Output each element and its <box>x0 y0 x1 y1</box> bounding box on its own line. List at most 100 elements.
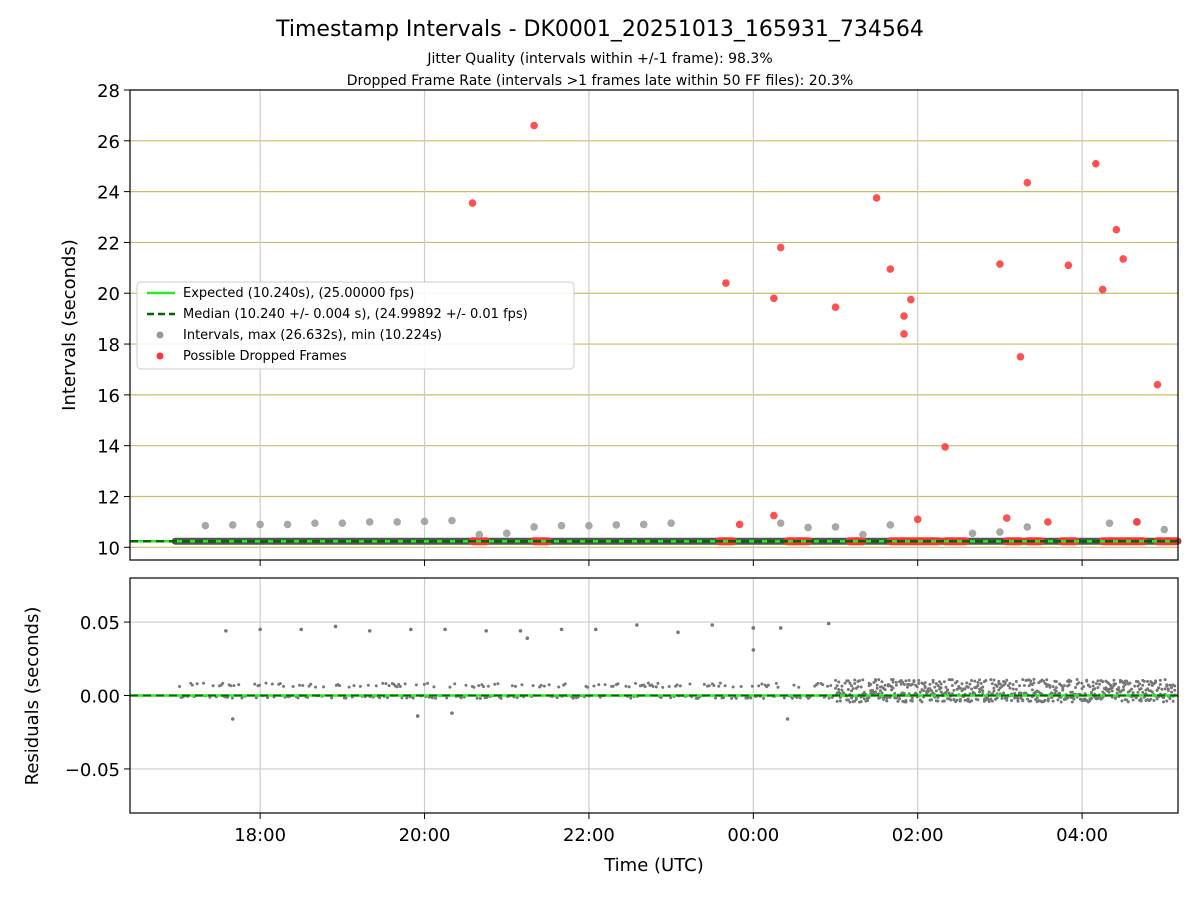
residual-point <box>949 698 953 702</box>
residual-outlier <box>826 621 831 626</box>
residual-point <box>1130 687 1134 691</box>
residual-point <box>1075 677 1079 681</box>
interval-point <box>667 519 675 527</box>
residual-point <box>1165 699 1169 703</box>
residual-point <box>1050 691 1054 695</box>
residual-point <box>1005 698 1009 702</box>
residual-point <box>270 682 274 686</box>
residual-point <box>749 696 753 700</box>
residual-point <box>910 696 914 700</box>
legend-median: Median (10.240 +/- 0.004 s), (24.99892 +… <box>183 307 528 322</box>
residual-outlier <box>525 636 530 641</box>
residual-point <box>762 696 766 700</box>
residual-point <box>624 684 628 688</box>
residual-point <box>870 688 874 692</box>
residual-point <box>464 683 468 687</box>
residual-point <box>1170 690 1174 694</box>
residual-point <box>976 683 980 687</box>
legend-dropped-swatch <box>156 352 164 360</box>
residual-point <box>939 690 943 694</box>
interval-point <box>365 518 374 526</box>
residual-point <box>338 684 342 688</box>
residual-point <box>195 682 199 686</box>
residual-point <box>714 696 718 700</box>
residual-outlier <box>710 623 715 627</box>
residual-point <box>190 683 194 687</box>
residual-point <box>1061 686 1065 690</box>
residual-point <box>1155 697 1159 701</box>
residual-point <box>931 680 935 684</box>
residual-point <box>992 686 996 690</box>
residual-point <box>1008 681 1012 685</box>
residual-point <box>910 682 914 686</box>
residual-point <box>917 681 921 685</box>
residual-point <box>984 679 988 683</box>
residual-point <box>1069 679 1073 683</box>
residual-point <box>403 682 407 686</box>
residual-point <box>947 691 951 695</box>
dropped-point <box>872 194 881 202</box>
y-axis-label-residuals: Residuals (seconds) <box>22 607 43 786</box>
residual-point <box>1074 686 1078 690</box>
dropped-point <box>722 279 730 287</box>
residual-point <box>1154 681 1158 685</box>
residual-point <box>966 685 970 689</box>
residual-point <box>1022 683 1026 687</box>
residual-point <box>1091 680 1095 684</box>
residual-point <box>850 689 854 693</box>
residual-point <box>555 696 559 700</box>
residual-point <box>992 678 996 682</box>
residual-point <box>874 678 878 682</box>
residual-point <box>835 699 839 703</box>
residual-point <box>869 682 873 686</box>
residual-point <box>1051 699 1055 703</box>
tick-label-y: 26 <box>97 132 120 153</box>
interval-point <box>639 520 648 529</box>
residual-point <box>1013 691 1017 695</box>
interval-point <box>311 519 319 527</box>
residual-point <box>963 687 967 691</box>
residual-point <box>966 697 970 701</box>
residual-point <box>891 686 895 690</box>
residual-point <box>1173 688 1177 692</box>
residual-point <box>973 679 977 683</box>
residual-point <box>848 700 852 704</box>
residual-point <box>266 696 270 700</box>
residual-point <box>766 683 770 687</box>
residual-point <box>296 696 300 700</box>
residual-point <box>859 700 863 704</box>
residual-point <box>1016 696 1020 700</box>
residual-point <box>422 682 426 686</box>
residual-point <box>1098 682 1102 686</box>
tick-label-y: 18 <box>97 335 120 356</box>
residual-point <box>1056 698 1060 702</box>
residual-point <box>669 696 673 700</box>
interval-point <box>1160 525 1169 534</box>
dropped-point <box>886 265 895 273</box>
residual-point <box>856 685 860 689</box>
residual-point <box>1142 679 1146 683</box>
tick-label-y: 10 <box>97 538 120 559</box>
residual-point <box>843 681 847 685</box>
tick-label-y: 12 <box>97 487 120 508</box>
residual-point <box>1136 680 1140 684</box>
residual-point <box>926 690 930 694</box>
residual-point <box>837 688 841 692</box>
residual-point <box>827 696 831 700</box>
residual-point <box>1072 697 1076 701</box>
interval-point <box>585 521 593 530</box>
residual-point <box>878 689 882 693</box>
dropped-point <box>1119 255 1128 263</box>
residual-point <box>603 683 607 687</box>
residual-point <box>987 690 991 694</box>
residual-point <box>282 684 286 688</box>
residual-point <box>221 681 225 685</box>
residual-point <box>1166 687 1170 691</box>
residual-point <box>718 681 722 685</box>
residual-point <box>859 685 863 689</box>
residual-point <box>997 688 1001 692</box>
dropped-point <box>900 330 908 338</box>
residual-point <box>482 685 486 689</box>
interval-point <box>201 521 210 530</box>
